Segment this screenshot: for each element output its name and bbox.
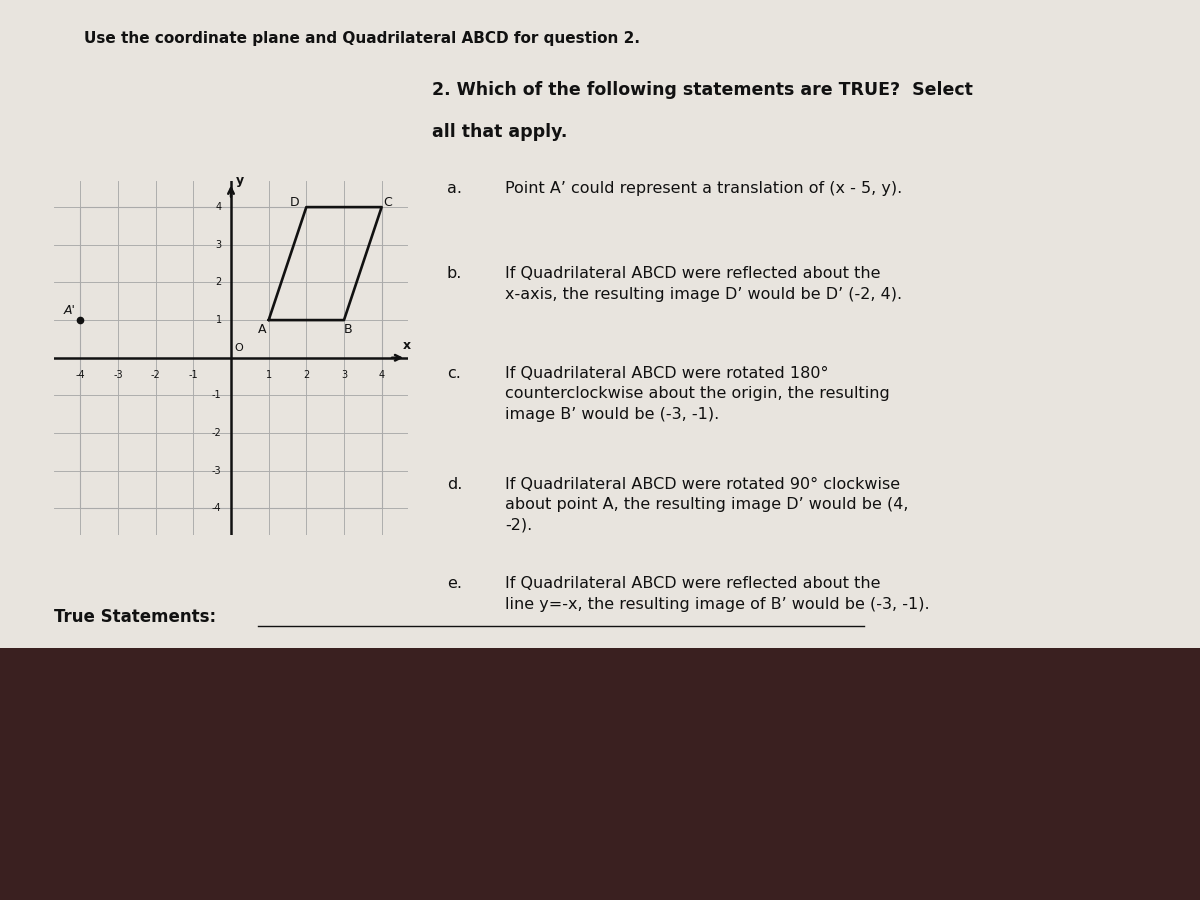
Text: 3: 3	[216, 239, 222, 250]
Text: Point A’ could represent a translation of (x - 5, y).: Point A’ could represent a translation o…	[505, 181, 902, 195]
Text: 2: 2	[304, 370, 310, 380]
Text: A': A'	[64, 304, 76, 318]
Text: D: D	[290, 196, 300, 209]
Text: -3: -3	[212, 465, 222, 476]
Text: If Quadrilateral ABCD were reflected about the
x-axis, the resulting image D’ wo: If Quadrilateral ABCD were reflected abo…	[505, 266, 902, 302]
Text: -3: -3	[113, 370, 122, 380]
Text: d.: d.	[446, 477, 462, 491]
Text: If Quadrilateral ABCD were rotated 180°
counterclockwise about the origin, the r: If Quadrilateral ABCD were rotated 180° …	[505, 366, 890, 422]
Text: -2: -2	[212, 428, 222, 438]
Text: 4: 4	[378, 370, 385, 380]
Text: -1: -1	[188, 370, 198, 380]
Text: 2: 2	[215, 277, 222, 287]
Text: B: B	[344, 323, 353, 336]
Text: A: A	[258, 323, 266, 336]
Text: -4: -4	[76, 370, 85, 380]
Text: all that apply.: all that apply.	[432, 122, 568, 140]
Text: 4: 4	[216, 202, 222, 212]
Text: If Quadrilateral ABCD were reflected about the
line y=-x, the resulting image of: If Quadrilateral ABCD were reflected abo…	[505, 576, 930, 612]
Text: If Quadrilateral ABCD were rotated 90° clockwise
about point A, the resulting im: If Quadrilateral ABCD were rotated 90° c…	[505, 477, 908, 533]
Text: C: C	[383, 196, 391, 209]
Text: 2. Which of the following statements are TRUE?  Select: 2. Which of the following statements are…	[432, 81, 973, 99]
Text: b.: b.	[446, 266, 462, 282]
Text: x: x	[402, 339, 410, 353]
Text: a.: a.	[446, 181, 462, 195]
Text: 1: 1	[265, 370, 271, 380]
Text: Use the coordinate plane and Quadrilateral ABCD for question 2.: Use the coordinate plane and Quadrilater…	[84, 32, 640, 47]
Text: e.: e.	[446, 576, 462, 591]
Text: y: y	[235, 174, 244, 187]
Text: True Statements:: True Statements:	[54, 608, 216, 625]
Text: 1: 1	[216, 315, 222, 325]
Text: c.: c.	[446, 366, 461, 381]
Text: -2: -2	[151, 370, 161, 380]
Text: -4: -4	[212, 503, 222, 513]
Text: 3: 3	[341, 370, 347, 380]
Text: -1: -1	[212, 391, 222, 401]
Text: O: O	[235, 343, 244, 353]
